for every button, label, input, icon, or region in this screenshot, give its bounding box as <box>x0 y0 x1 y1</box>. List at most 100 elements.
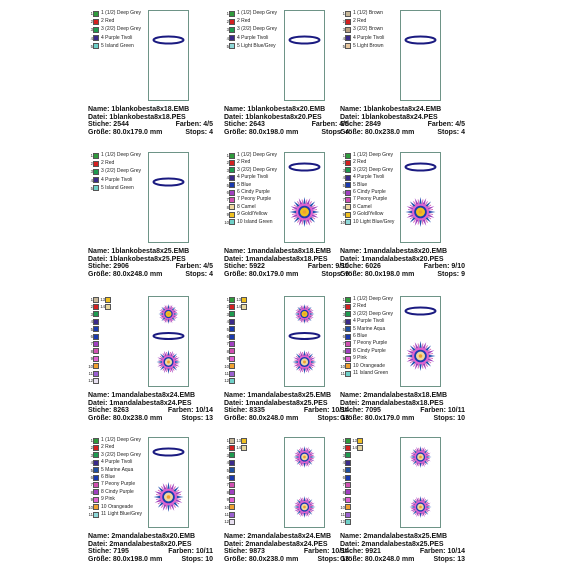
color-name: 2 Red <box>237 18 251 25</box>
info-value: 13 <box>457 555 465 563</box>
stitch-shape <box>305 304 309 310</box>
color-swatch <box>93 177 99 184</box>
stitch-shape <box>310 363 316 367</box>
info-value: 2mandalabesta8x20.EMB <box>111 533 196 540</box>
color-swatch <box>229 340 235 347</box>
stitch-shape <box>424 499 429 504</box>
color-swatch <box>93 355 99 362</box>
color-name: 1 (1/2) Deep Grey <box>237 10 278 16</box>
info-value: 2mandalabesta8x25.PES <box>361 540 444 548</box>
color-swatch <box>229 326 235 333</box>
color-name: 5 Light Brown <box>353 42 384 49</box>
color-number: 10 <box>224 363 229 369</box>
info-label: Datei: <box>224 255 244 263</box>
color-number: 3 <box>90 169 93 175</box>
color-name: 3 (2/2) Deep Grey <box>101 168 142 175</box>
color-number: 4 <box>226 319 229 325</box>
stitch-shape <box>296 353 301 359</box>
info-label: Stiche: <box>340 407 364 415</box>
color-swatch <box>229 182 235 189</box>
color-swatch <box>93 348 99 355</box>
stitch-shape <box>154 498 162 503</box>
color-swatch <box>345 182 351 189</box>
info-value: 10 <box>457 414 465 422</box>
stitch-shape <box>303 446 306 452</box>
color-number: 4 <box>226 175 229 181</box>
info-line: Datei: 1mandalabesta8x20.PES <box>340 256 465 264</box>
stitch-shape <box>414 363 419 370</box>
stitch-shape <box>288 332 321 340</box>
info-right: Farben: 10/14 <box>304 407 349 415</box>
info-value: 1blankobesta8x18.EMB <box>111 106 190 113</box>
color-number: 3 <box>90 452 93 458</box>
color-name: 8 Cindy Purple <box>353 347 386 354</box>
color-name: 2 Red <box>237 159 251 166</box>
info-value: 4/5 <box>455 121 465 129</box>
stitch-shape <box>422 219 427 226</box>
color-swatch <box>345 159 351 166</box>
info-value: 80.0x179.0 mm <box>364 414 415 422</box>
color-number: 8 <box>342 204 345 210</box>
info-line: Datei: 1mandalabesta8x24.PES <box>88 400 213 408</box>
color-name: 9 Gold/Yellow <box>353 211 384 218</box>
info-right: Stops: 4 <box>185 271 213 279</box>
color-swatch <box>229 370 235 377</box>
color-name: 2 Red <box>353 303 367 310</box>
stitch-shape <box>414 342 419 349</box>
color-name: 3 (2/2) Deep Grey <box>101 451 142 458</box>
stitch-shape <box>169 304 173 310</box>
stitch-shape <box>293 357 299 361</box>
color-swatch <box>241 303 247 310</box>
color-swatch <box>345 511 351 518</box>
info-line: Name: 1mandalabesta8x24.EMB <box>88 392 213 400</box>
stitch-shape <box>406 357 414 362</box>
info-right: Stops: 9 <box>321 271 349 279</box>
info-line: Name: 1blankobesta8x25.EMB <box>88 248 213 256</box>
info-line: Name: 2mandalabesta8x20.EMB <box>88 533 213 541</box>
info-value: 1mandalabesta8x18.PES <box>245 255 328 263</box>
design-preview <box>400 10 441 101</box>
stitch-shape <box>164 318 168 324</box>
info-value: 1mandalabesta8x20.EMB <box>363 248 448 255</box>
info-line: Stiche: 9873 Farben: 10/14 <box>224 548 349 556</box>
stitch-shape <box>162 483 167 490</box>
color-swatch <box>93 504 99 511</box>
info-value: 9921 <box>365 548 381 556</box>
color-number: 8 <box>90 489 93 495</box>
info-line: Stiche: 7095 Farben: 10/11 <box>340 407 465 415</box>
stitch-shape <box>424 510 429 515</box>
info-value: 80.0x248.0 mm <box>112 270 163 278</box>
stitch-shape <box>311 206 319 211</box>
stitch-shape <box>157 486 164 493</box>
color-number: 9 <box>90 497 93 503</box>
color-name: 10 Orangeade <box>353 362 385 369</box>
info-right: Stops: 13 <box>317 415 349 423</box>
color-number: 8 <box>90 348 93 354</box>
color-swatch <box>93 489 99 496</box>
stitch-shape <box>303 368 306 374</box>
info-label: Größe: <box>224 128 247 136</box>
stitch-shape <box>306 219 311 226</box>
color-swatch <box>345 26 351 33</box>
color-swatch <box>345 296 351 303</box>
stitch-shape <box>293 456 299 458</box>
stitch-shape <box>303 312 306 316</box>
stitch-shape <box>288 162 321 172</box>
stitch-shape <box>303 360 306 364</box>
info-line: Datei: 1mandalabesta8x25.PES <box>224 400 349 408</box>
color-number: 11 <box>224 512 229 517</box>
info-value: 1blankobesta8x20.PES <box>245 113 322 121</box>
info-value: 10/14 <box>331 548 349 556</box>
color-name: 1 (1/2) Brown <box>353 10 384 16</box>
color-number: 7 <box>226 341 229 347</box>
stitch-shape <box>308 460 313 465</box>
color-number: 3 <box>90 27 93 33</box>
stitch-shape <box>175 498 183 503</box>
stitch-shape <box>404 162 437 172</box>
info-right: Farben: 4/5 <box>176 121 213 129</box>
color-name: 6 Cindy Purple <box>353 189 386 195</box>
info-value: 2mandalabesta8x24.EMB <box>247 533 332 540</box>
info-label: Name: <box>340 533 362 540</box>
stitch-shape <box>418 354 423 358</box>
